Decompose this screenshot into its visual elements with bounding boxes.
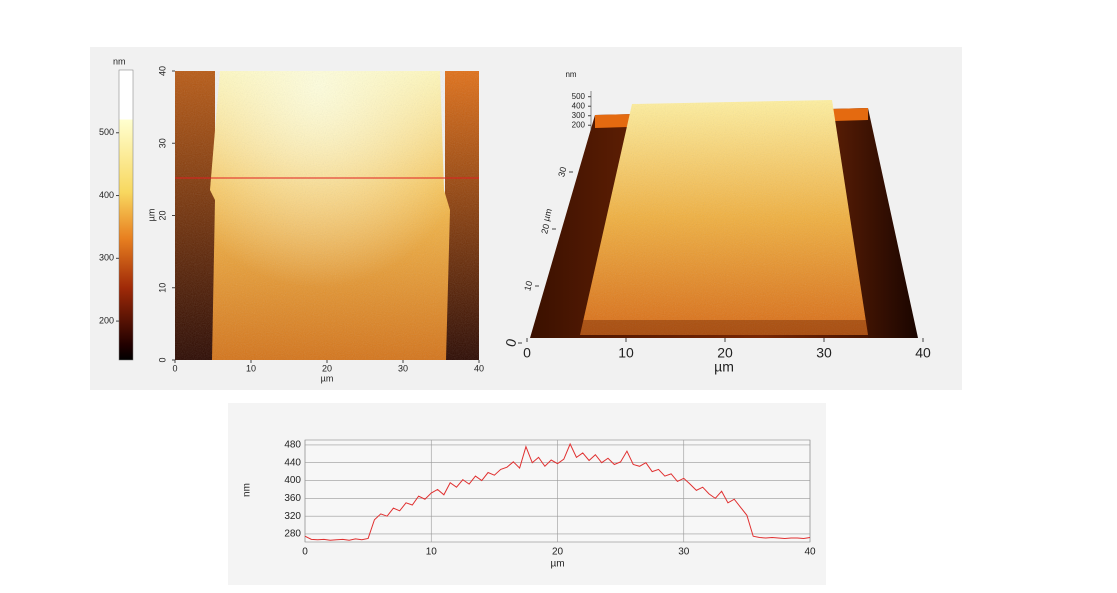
y-axis-label: nm (242, 483, 253, 497)
y-tick-label: 0 (157, 357, 167, 362)
x-tick-label: 20 (322, 363, 332, 373)
y-tick-label: 20 (157, 210, 167, 220)
y-tick-label: 10 (157, 283, 167, 293)
z-tick-label: 300 (572, 111, 586, 120)
y-axis-label: µm (541, 207, 554, 222)
x-tick-label: 10 (246, 363, 256, 373)
x-axis-label: µm (321, 373, 334, 383)
x-tick-label: 40 (804, 547, 816, 558)
x-tick-label: 20 (552, 547, 564, 558)
x-tick-label: 0 (302, 547, 308, 558)
y-tick-label: 30 (157, 138, 167, 148)
x-tick-label: 30 (398, 363, 408, 373)
y-axis-label: µm (146, 209, 156, 222)
x-axis-label: µm (550, 559, 564, 570)
z-tick-label: 200 (572, 120, 586, 129)
x-tick-label: 40 (474, 363, 484, 373)
colorbar-tick-label: 500 (99, 127, 114, 137)
y-tick-label: 20 (539, 223, 551, 235)
y-tick-label: 440 (284, 457, 301, 468)
y-tick-label: 320 (284, 511, 301, 522)
y-tick-label: 40 (157, 66, 167, 76)
y-tick-label: 10 (522, 280, 534, 292)
y-tick-label: 360 (284, 493, 301, 504)
x-tick-label: 10 (618, 345, 634, 361)
colorbar (118, 69, 134, 361)
y-tick-label: 30 (556, 166, 568, 178)
afm-image (175, 71, 479, 360)
profile-line (304, 442, 811, 541)
z-axis-label: nm (565, 70, 576, 79)
colorbar-tick-label: 200 (99, 315, 114, 325)
x-tick-label: 40 (915, 345, 931, 361)
x-tick-label: 10 (426, 547, 438, 558)
y-tick-label: 280 (284, 529, 301, 540)
x-axis-label: µm (714, 359, 734, 375)
y-tick-label: 400 (284, 475, 301, 486)
z-tick-label: 500 (572, 92, 586, 101)
x-tick-label: 20 (717, 345, 733, 361)
colorbar-label: nm (113, 56, 126, 66)
x-tick-label: 30 (816, 345, 832, 361)
afm-3d (530, 100, 918, 338)
x-tick-label: 30 (678, 547, 690, 558)
x-tick-label: 0 (172, 363, 177, 373)
y-tick-label: 0 (502, 337, 520, 349)
x-tick-label: 0 (523, 345, 531, 361)
colorbar-tick-label: 400 (99, 190, 114, 200)
y-tick-label: 480 (284, 440, 301, 451)
colorbar-tick-label: 300 (99, 253, 114, 263)
z-tick-label: 400 (572, 101, 586, 110)
